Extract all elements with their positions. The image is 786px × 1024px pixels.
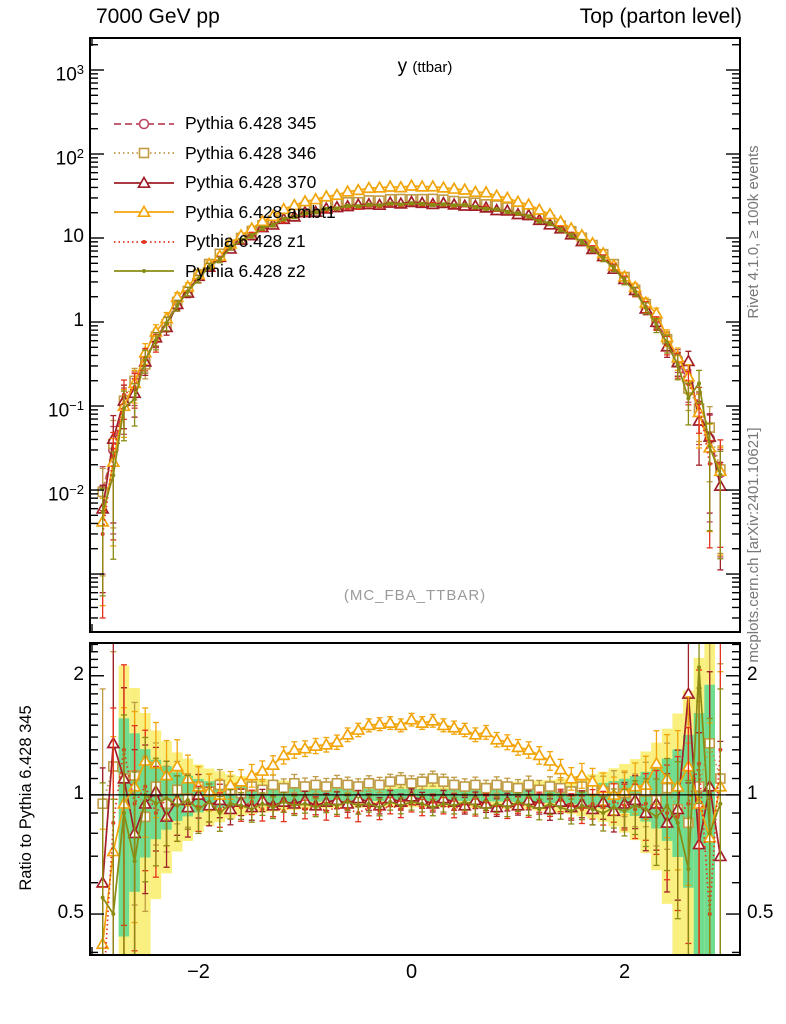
legend-item-pythia-6-428-ambt1: Pythia 6.428 ambt1 xyxy=(112,198,336,228)
legend-item-pythia-6-428-z2: Pythia 6.428 z2 xyxy=(112,257,336,287)
ratio-panel-frame xyxy=(89,642,741,956)
xtick-label: 0 xyxy=(405,961,418,983)
series-ratio-pythia-6-428-z2 xyxy=(99,643,724,955)
ratio-ytick-label-left: 0.5 xyxy=(57,902,84,924)
main-panel-series xyxy=(95,178,728,619)
observable-sub: (ttbar) xyxy=(412,59,453,76)
series-main-pythia-6-428-z2 xyxy=(99,201,724,597)
axes-and-ticks xyxy=(89,37,741,956)
legend-label: Pythia 6.428 345 xyxy=(185,113,317,134)
main-ytick-label: 1 xyxy=(73,310,84,332)
mcplots-source-note: mcplots.cern.ch [arXiv:2401.10621] xyxy=(745,427,762,663)
ratio-ytick-label-left: 1 xyxy=(73,782,84,804)
legend-marker-icon xyxy=(114,269,174,274)
legend-marker-icon xyxy=(114,239,174,244)
legend-marker-icon xyxy=(114,118,174,130)
xtick-label: −2 xyxy=(187,961,210,983)
main-ytick-label: 103 xyxy=(55,62,84,86)
legend-label: Pythia 6.428 ambt1 xyxy=(185,201,336,222)
legend-marker-icon xyxy=(114,205,174,218)
observable-title: y (ttbar) xyxy=(265,56,585,78)
main-ytick-label: 10−1 xyxy=(48,398,84,422)
legend-item-pythia-6-428-z1: Pythia 6.428 z1 xyxy=(112,227,336,257)
legend-label: Pythia 6.428 z2 xyxy=(185,260,306,281)
legend-label: Pythia 6.428 346 xyxy=(185,142,317,163)
observable-main: y xyxy=(397,56,408,77)
ratio-ytick-label-right: 0.5 xyxy=(747,902,774,924)
legend-item-pythia-6-428-370: Pythia 6.428 370 xyxy=(112,168,336,198)
main-ytick-label: 10 xyxy=(62,226,84,248)
legend-item-pythia-6-428-346: Pythia 6.428 346 xyxy=(112,139,336,169)
legend-item-pythia-6-428-345: Pythia 6.428 345 xyxy=(112,109,336,139)
legend-label: Pythia 6.428 370 xyxy=(185,172,317,193)
legend-marker-icon xyxy=(114,147,174,159)
main-ytick-label: 102 xyxy=(55,146,84,170)
ratio-ytick-label-left: 2 xyxy=(73,663,84,685)
analysis-watermark: (MC_FBA_TTBAR) xyxy=(343,587,487,604)
xtick-label: 2 xyxy=(618,961,631,983)
ratio-ytick-label-right: 2 xyxy=(747,663,758,685)
legend-marker-icon xyxy=(114,175,174,188)
process-title: Top (parton level) xyxy=(579,5,742,28)
main-ytick-label: 10−2 xyxy=(48,482,84,506)
legend-label: Pythia 6.428 z1 xyxy=(185,231,306,252)
ratio-ytick-label-right: 1 xyxy=(747,782,758,804)
legend: Pythia 6.428 345 Pythia 6.428 346 Pythia 6… xyxy=(112,109,336,286)
ratio-panel-series xyxy=(95,643,728,955)
beam-energy-title: 7000 GeV pp xyxy=(96,5,220,28)
